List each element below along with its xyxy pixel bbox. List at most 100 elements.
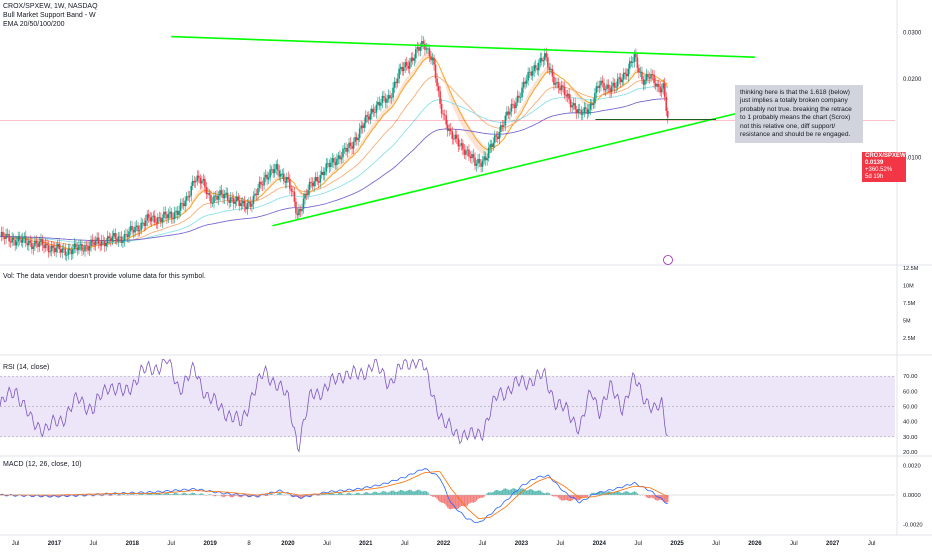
candle-body	[13, 238, 15, 240]
macd-histogram-bar	[647, 495, 648, 498]
time-axis-tick: 8	[247, 541, 251, 547]
price-tag-change: +360.52%	[865, 167, 903, 174]
candle-body	[453, 139, 455, 140]
candle-body	[262, 184, 264, 185]
candle-body	[555, 83, 557, 85]
candle-body	[58, 244, 60, 250]
macd-histogram-bar	[509, 490, 510, 495]
annotation-note[interactable]: thinking here is that the 1.618 (below) …	[735, 85, 863, 143]
candle-body	[81, 244, 83, 251]
candle-body	[600, 81, 602, 86]
indicator-bull-band-label[interactable]: Bull Market Support Band - W	[3, 11, 98, 20]
candle-body	[503, 125, 505, 127]
macd-histogram-bar	[505, 488, 506, 495]
candle-body	[102, 240, 104, 241]
candle-body	[547, 57, 549, 67]
candle-body	[124, 234, 126, 241]
candle-body	[420, 47, 422, 51]
candle-body	[392, 88, 394, 98]
volume-axis-tick: 10M	[903, 284, 914, 290]
candle-body	[63, 248, 65, 249]
macd-histogram-bar	[398, 491, 399, 495]
candle-body	[322, 172, 324, 175]
rsi-label[interactable]: RSI (14, close)	[3, 363, 49, 372]
candle-body	[240, 203, 242, 206]
candle-body	[219, 190, 221, 196]
candle-body	[203, 179, 205, 181]
candle-body	[347, 148, 349, 152]
macd-histogram-bar	[339, 493, 340, 495]
candle-body	[577, 109, 579, 113]
candle-body	[506, 112, 508, 116]
candle-body	[570, 99, 572, 107]
candle-body	[418, 47, 420, 51]
candle-body	[218, 196, 220, 200]
candle-body	[148, 214, 150, 217]
candle-body	[67, 249, 69, 255]
candle-body	[87, 246, 89, 251]
candle-body	[653, 75, 655, 84]
candle-body	[48, 245, 50, 252]
candle-body	[527, 72, 529, 80]
candle-body	[389, 95, 391, 98]
macd-histogram-bar	[496, 490, 497, 495]
candle-body	[356, 137, 358, 140]
macd-label[interactable]: MACD (12, 26, close, 10)	[3, 460, 82, 469]
candle-body	[445, 115, 447, 124]
candle-body	[301, 209, 303, 211]
macd-axis-tick: 0.0000	[903, 493, 921, 499]
macd-histogram-bar	[183, 493, 184, 495]
macd-histogram-bar	[435, 495, 436, 497]
macd-histogram-bar	[529, 489, 530, 495]
candle-body	[118, 236, 120, 241]
time-axis-tick: 2023	[515, 541, 529, 547]
candle-body	[451, 131, 453, 139]
macd-histogram-bar	[403, 491, 404, 495]
candle-body	[494, 135, 496, 142]
candle-body	[659, 87, 661, 93]
candle-body	[134, 227, 136, 233]
candle-body	[652, 74, 654, 75]
macd-histogram-bar	[489, 492, 490, 495]
candle-body	[561, 85, 563, 90]
macd-histogram-bar	[556, 495, 557, 497]
macd-histogram-bar	[622, 493, 623, 495]
macd-histogram-bar	[230, 495, 231, 497]
candle-body	[169, 212, 171, 214]
candle-body	[298, 209, 300, 215]
candle-body	[280, 174, 282, 177]
candle-body	[382, 96, 384, 103]
candle-body	[447, 125, 449, 131]
candle-body	[172, 218, 174, 219]
symbol-title[interactable]: CROX/SPXEW, 1W, NASDAQ	[3, 2, 98, 11]
candle-body	[40, 239, 42, 242]
candle-body	[474, 158, 476, 166]
candle-body	[80, 244, 82, 245]
candle-body	[332, 158, 334, 163]
macd-histogram-bar	[558, 495, 559, 498]
candle-body	[27, 243, 29, 245]
candle-body	[427, 48, 429, 49]
macd-histogram-bar	[370, 494, 371, 495]
macd-histogram-bar	[480, 495, 481, 498]
candle-body	[391, 97, 393, 98]
candle-body	[325, 163, 327, 171]
macd-histogram-bar	[177, 493, 178, 495]
candle-body	[514, 104, 516, 108]
candle-body	[571, 105, 573, 107]
macd-histogram-bar	[631, 493, 632, 495]
candle-body	[626, 74, 628, 76]
candle-body	[371, 109, 373, 114]
candle-body	[46, 244, 48, 245]
candle-body	[582, 114, 584, 115]
indicator-ema-label[interactable]: EMA 20/50/100/200	[3, 20, 98, 29]
macd-histogram-bar	[382, 491, 383, 495]
candle-body	[206, 187, 208, 194]
macd-histogram-bar	[535, 491, 536, 495]
ema-200-line	[0, 99, 668, 241]
rsi-axis-tick: 70.00	[903, 374, 918, 380]
candle-body	[345, 148, 347, 152]
macd-histogram-bar	[412, 491, 413, 495]
candle-body	[277, 164, 279, 170]
macd-histogram-bar	[418, 490, 419, 495]
